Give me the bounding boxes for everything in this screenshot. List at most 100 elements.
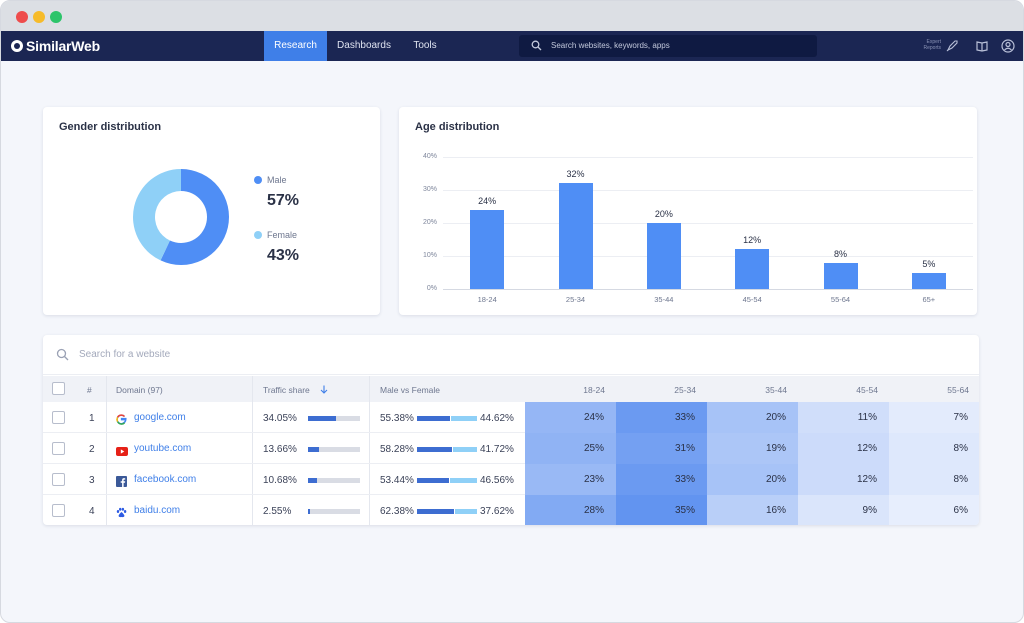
- y-tick-label: 10%: [422, 252, 437, 259]
- y-tick-label: 20%: [422, 219, 437, 226]
- age-card-title: Age distribution: [415, 121, 500, 133]
- male-female-bar: [417, 478, 477, 483]
- domain-link[interactable]: youtube.com: [134, 443, 192, 454]
- row-checkbox[interactable]: [52, 442, 65, 455]
- domain-link[interactable]: google.com: [134, 412, 186, 423]
- table-row[interactable]: 1 google.com 34.05% 55.38% 44.62% 24% 33% 20% 11…: [43, 402, 979, 433]
- age-share-cell-25-34: 35%: [616, 495, 707, 525]
- search-icon: [531, 40, 542, 51]
- youtube-icon: [116, 443, 128, 456]
- traffic-share-value: 13.66%: [263, 444, 297, 455]
- gender-distribution-card: Gender distribution Male 57% Female 43%: [43, 107, 380, 315]
- age-bar-chart: 40% 30% 20% 10% 0% 24% 18-24 32% 25-34 20% 35-44 12…: [399, 107, 977, 315]
- male-share-bar: [417, 447, 452, 452]
- domain-link[interactable]: facebook.com: [134, 474, 197, 485]
- x-tick-label: 25-34: [565, 295, 586, 304]
- traffic-share-bar-fill: [308, 478, 317, 483]
- table-row[interactable]: 2 youtube.com 13.66% 58.28% 41.72% 25% 31% 19% 1…: [43, 433, 979, 464]
- user-account-icon[interactable]: [1001, 39, 1015, 53]
- gender-card-title: Gender distribution: [59, 121, 162, 133]
- similarweb-logo-icon: [11, 40, 23, 52]
- age-bar-65+[interactable]: [911, 272, 946, 289]
- traffic-share-bar: [308, 509, 360, 514]
- y-tick-label: 30%: [422, 186, 437, 193]
- traffic-share-bar: [308, 416, 360, 421]
- column-divider: [252, 376, 253, 525]
- male-share-value: 58.28%: [380, 444, 414, 455]
- y-gridline: [443, 256, 973, 257]
- row-checkbox[interactable]: [52, 411, 65, 424]
- y-tick-label: 40%: [422, 153, 437, 160]
- rocket-icon[interactable]: [945, 39, 959, 53]
- age-distribution-card: Age distribution 40% 30% 20% 10% 0% 24% 18-24 3…: [399, 107, 977, 315]
- nav-tab-dashboards[interactable]: Dashboards: [337, 40, 391, 51]
- age-bar-35-44[interactable]: [646, 223, 681, 289]
- male-legend-dot: [254, 176, 262, 184]
- traffic-share-column-header[interactable]: Traffic share: [263, 385, 310, 395]
- book-icon[interactable]: [975, 39, 989, 53]
- age-column-header-45-54[interactable]: 45-54: [856, 385, 878, 395]
- gender-donut-chart: [132, 169, 229, 265]
- age-share-cell-35-44: 20%: [707, 464, 798, 495]
- female-percentage: 43%: [267, 247, 300, 264]
- male-vs-female-column-header[interactable]: Male vs Female: [380, 385, 440, 395]
- traffic-share-value: 10.68%: [263, 475, 297, 486]
- y-gridline: [443, 289, 973, 290]
- age-column-header-25-34[interactable]: 25-34: [674, 385, 696, 395]
- age-share-cell-35-44: 16%: [707, 495, 798, 525]
- male-share-bar: [417, 509, 455, 514]
- bar-value-label: 32%: [566, 169, 585, 180]
- nav-tab-research[interactable]: Research: [264, 31, 327, 61]
- select-all-checkbox[interactable]: [52, 382, 65, 395]
- table-header: # Domain (97) Traffic share Male vs Fema…: [43, 376, 979, 402]
- age-share-cell-25-34: 33%: [616, 402, 707, 433]
- minimize-window-button[interactable]: [33, 11, 45, 23]
- x-tick-label: 65+: [922, 295, 936, 304]
- female-share-value: 44.62%: [480, 413, 514, 424]
- domain-column-header[interactable]: Domain (97): [116, 385, 163, 395]
- traffic-share-bar-fill: [308, 447, 320, 452]
- age-share-cell-35-44: 20%: [707, 402, 798, 433]
- similarweb-logo[interactable]: SimilarWeb: [11, 38, 100, 54]
- age-bar-45-54[interactable]: [735, 249, 770, 289]
- traffic-share-bar-fill: [308, 416, 337, 421]
- donut-slice-female[interactable]: [132, 169, 181, 261]
- male-share-bar: [417, 478, 450, 483]
- age-share-cell-45-54: 12%: [798, 464, 889, 495]
- website-search-field[interactable]: Search for a website: [43, 335, 979, 375]
- x-tick-label: 35-44: [654, 295, 674, 304]
- global-search-placeholder: Search websites, keywords, apps: [551, 41, 670, 50]
- sort-descending-arrow-icon[interactable]: [320, 385, 328, 394]
- global-search-input[interactable]: Search websites, keywords, apps: [519, 35, 817, 57]
- age-share-cell-18-24: 24%: [525, 402, 616, 433]
- age-bar-18-24[interactable]: [470, 209, 505, 289]
- age-share-cell-55-64: 7%: [889, 402, 979, 433]
- donut-slice-male[interactable]: [160, 169, 229, 265]
- female-share-value: 41.72%: [480, 444, 514, 455]
- age-column-header-55-64[interactable]: 55-64: [947, 385, 969, 395]
- domain-link[interactable]: baidu.com: [134, 505, 181, 516]
- bar-value-label: 8%: [833, 248, 847, 259]
- age-bar-25-34[interactable]: [558, 183, 593, 289]
- female-legend-dot: [254, 231, 262, 239]
- male-legend-label: Male: [267, 175, 287, 185]
- row-rank: 1: [89, 413, 95, 424]
- google-icon: [116, 412, 128, 425]
- age-bar-55-64[interactable]: [823, 262, 858, 289]
- age-column-header-35-44[interactable]: 35-44: [765, 385, 787, 395]
- row-checkbox[interactable]: [52, 504, 65, 517]
- age-share-cell-45-54: 11%: [798, 402, 889, 433]
- table-row[interactable]: 3 facebook.com 10.68% 53.44% 46.56% 23% 33% 20%…: [43, 464, 979, 495]
- x-tick-label: 45-54: [742, 295, 762, 304]
- maximize-window-button[interactable]: [50, 11, 62, 23]
- table-row[interactable]: 4 baidu.com 2.55% 62.38% 37.62% 28% 35% 16% 9% 6%: [43, 495, 979, 525]
- male-female-bar: [417, 447, 477, 452]
- male-percentage: 57%: [267, 192, 300, 209]
- column-divider: [369, 376, 370, 525]
- age-column-header-18-24[interactable]: 18-24: [583, 385, 605, 395]
- row-checkbox[interactable]: [52, 473, 65, 486]
- close-window-button[interactable]: [16, 11, 28, 23]
- nav-tab-tools[interactable]: Tools: [413, 40, 437, 51]
- expert-reports-label[interactable]: Expert Reports: [923, 39, 941, 51]
